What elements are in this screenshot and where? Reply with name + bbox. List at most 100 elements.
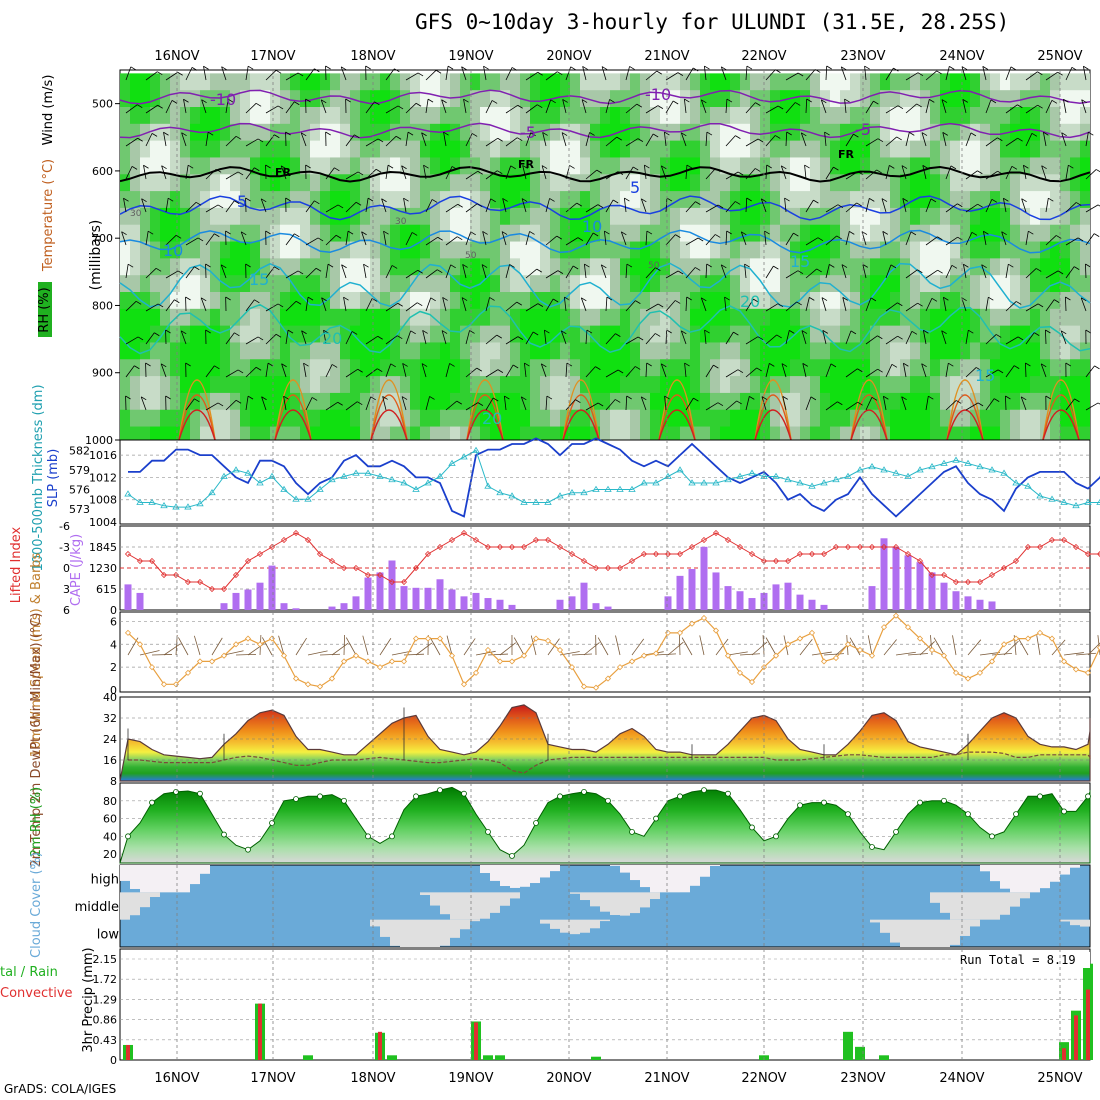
rh-shade-cell bbox=[930, 123, 940, 142]
rh-shade-cell bbox=[720, 157, 730, 176]
rh-shade-cell bbox=[1000, 207, 1010, 226]
wind-barb-flag bbox=[876, 169, 882, 174]
rh-shade-cell bbox=[180, 73, 190, 92]
rh-shade-cell bbox=[190, 174, 200, 193]
wind-barb bbox=[300, 132, 307, 147]
rh-shade-cell bbox=[730, 107, 740, 125]
wind-barb-flag bbox=[301, 330, 307, 335]
rh-shade-cell bbox=[840, 409, 850, 428]
wind-barb-flag bbox=[235, 135, 242, 140]
rh-marker bbox=[341, 797, 347, 804]
rh-shade-cell bbox=[190, 241, 200, 260]
wind-barb bbox=[1025, 332, 1035, 345]
wind-barb bbox=[660, 363, 667, 378]
cloud-gap-block bbox=[170, 865, 180, 893]
rh-shade-cell bbox=[130, 325, 140, 344]
wind-barb-flag bbox=[824, 131, 830, 136]
rh-shade-cell bbox=[400, 342, 410, 361]
rh-shade-cell bbox=[1020, 140, 1030, 159]
rh-shade-cell bbox=[740, 342, 750, 361]
rh-shade-cell bbox=[650, 191, 660, 209]
rh-shade-cell bbox=[750, 140, 760, 159]
rh-shade-cell bbox=[300, 174, 310, 193]
rh-shade-cell bbox=[740, 241, 750, 260]
wind-barb bbox=[925, 198, 932, 213]
rh-shade-cell bbox=[320, 207, 330, 226]
rh-shade-cell bbox=[960, 359, 970, 378]
wind-speed-marker bbox=[316, 683, 324, 690]
rh-shade-cell bbox=[1010, 292, 1020, 310]
rh-shade-cell bbox=[920, 392, 930, 411]
rh-shade-cell bbox=[720, 241, 730, 260]
wind-speed-marker bbox=[232, 641, 240, 648]
rh-shade-cell bbox=[830, 392, 840, 411]
rh-shade-cell bbox=[430, 157, 440, 176]
wind-barb bbox=[933, 637, 945, 656]
rh-marker bbox=[149, 799, 155, 806]
rh-shade-cell bbox=[220, 409, 230, 428]
rh-shade-cell bbox=[870, 359, 880, 378]
wind-speed-marker bbox=[412, 635, 420, 642]
rh-shade-cell bbox=[150, 207, 160, 226]
rh-shade-cell bbox=[970, 376, 980, 394]
rh-shade-cell bbox=[290, 140, 300, 159]
cape-bar bbox=[592, 603, 600, 610]
wind-barb bbox=[325, 401, 338, 411]
rh-shade-cell bbox=[720, 90, 730, 108]
rh-shade-cell bbox=[660, 292, 670, 310]
rh-shade-cell bbox=[740, 73, 750, 92]
wind-barb bbox=[885, 165, 890, 180]
rh-shade-cell bbox=[960, 426, 970, 445]
rh-shade-cell bbox=[160, 174, 170, 193]
isotherm-label: 20 bbox=[740, 292, 760, 311]
rh-shade-cell bbox=[370, 90, 380, 108]
rh-shade-cell bbox=[960, 191, 970, 209]
rh-shade-cell bbox=[640, 207, 650, 226]
rh-shade-cell bbox=[410, 174, 420, 193]
wind-barb bbox=[522, 165, 527, 180]
wind-barb bbox=[405, 72, 419, 81]
rh-shade-cell bbox=[720, 107, 730, 125]
wind-barb-flag bbox=[471, 133, 478, 137]
rh-shade-cell bbox=[160, 224, 170, 243]
rh-shade-cell bbox=[510, 376, 520, 394]
rh-shade-cell bbox=[430, 409, 440, 428]
rh-shade-cell bbox=[600, 426, 610, 445]
rh-shade-cell bbox=[330, 140, 340, 159]
wind-barb bbox=[545, 298, 554, 312]
rh-shade-cell bbox=[970, 325, 980, 344]
rh-shade-cell bbox=[340, 107, 350, 125]
wind-barb bbox=[401, 396, 407, 411]
wind-barb-flag bbox=[910, 231, 917, 236]
wind-barb-flag bbox=[621, 231, 627, 236]
rh-shade-cell bbox=[1010, 409, 1020, 428]
rh-shade-cell bbox=[880, 342, 890, 361]
rh-shade-cell bbox=[450, 275, 460, 293]
rh-shade-cell bbox=[890, 90, 900, 108]
rh-shade-cell bbox=[760, 376, 770, 394]
rh-shade-cell bbox=[450, 376, 460, 394]
rh-shade-cell bbox=[800, 224, 810, 243]
rh-shade-cell bbox=[650, 275, 660, 293]
rh-shade-cell bbox=[630, 191, 640, 209]
wind-barb bbox=[225, 136, 237, 147]
rh-marker bbox=[797, 802, 803, 809]
wind-barb bbox=[705, 364, 714, 378]
wind-barb bbox=[565, 363, 568, 378]
rh-shade-cell bbox=[590, 207, 600, 226]
rh-shade-cell bbox=[710, 392, 720, 411]
wind-barb bbox=[260, 198, 267, 213]
rh-shade-cell bbox=[910, 107, 920, 125]
lifted-index-marker bbox=[784, 557, 792, 565]
wind-barb-flag bbox=[561, 132, 568, 136]
rh-shade-cell bbox=[730, 342, 740, 361]
wind-barb-flag bbox=[447, 65, 454, 70]
rh-shade-cell bbox=[880, 308, 890, 327]
wind-barb bbox=[684, 99, 687, 114]
wind-barb-flag bbox=[873, 100, 879, 105]
rh-shade-cell bbox=[350, 73, 360, 92]
wind-barb-flag bbox=[990, 99, 997, 104]
wind-barb-flag bbox=[789, 330, 795, 334]
rh-shade-cell bbox=[280, 275, 290, 293]
rh-shade-cell bbox=[230, 157, 240, 176]
